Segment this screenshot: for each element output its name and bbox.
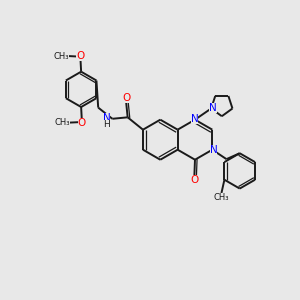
Text: CH₃: CH₃ (214, 194, 229, 202)
Text: O: O (78, 118, 86, 128)
Text: O: O (76, 51, 85, 61)
Text: CH₃: CH₃ (54, 118, 70, 127)
Text: N: N (210, 145, 218, 155)
Text: O: O (122, 93, 130, 103)
Text: O: O (190, 175, 199, 185)
Text: N: N (103, 112, 110, 123)
Text: H: H (103, 120, 110, 129)
Text: N: N (190, 114, 198, 124)
Text: N: N (209, 103, 217, 112)
Text: CH₃: CH₃ (54, 52, 69, 61)
